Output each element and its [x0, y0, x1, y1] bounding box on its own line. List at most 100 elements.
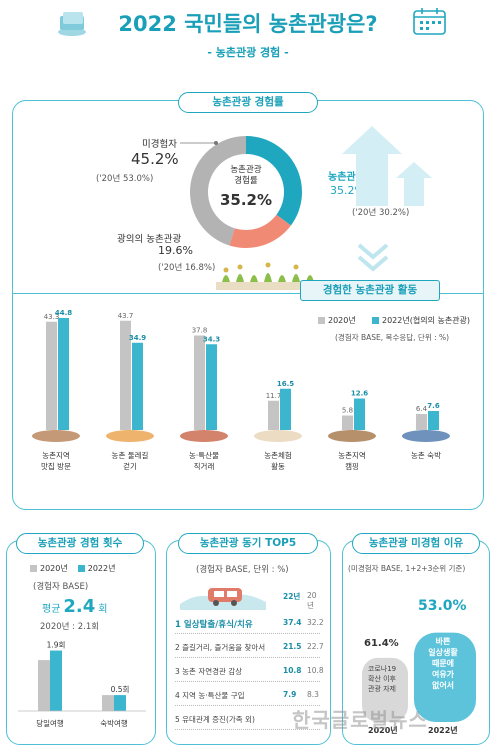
avg-prefix: 평균 — [42, 604, 61, 615]
count-legend-2022: 2022년 — [87, 564, 116, 573]
motive-base: (경험자 BASE, 단위 : %) — [196, 565, 289, 575]
reason-2022-text: 바쁜 일상생활 때문에 여유가 없어서 — [428, 637, 458, 690]
col-22: 22년 — [283, 592, 301, 601]
count-category-label: 숙박여행 — [100, 718, 128, 728]
bar-2022 — [428, 411, 439, 430]
bar-value-label: 7.6 — [427, 402, 440, 410]
motive-row: 1 일상탈출/휴식/치유 37.4 32.2 — [175, 616, 324, 634]
reason-bar-chart — [362, 632, 476, 722]
bar-value-label: 5.8 — [342, 407, 353, 415]
motive-value-22: 7.9 — [283, 690, 297, 699]
motive-row: 2 즐길거리, 즐거움을 찾아서 21.5 22.7 — [175, 640, 324, 658]
category-label: 직거래 — [194, 461, 215, 471]
category-label: 농촌지역 — [42, 450, 70, 460]
reason-bar-2022년 — [414, 632, 476, 722]
reason-cat-2022: 2022년 — [428, 726, 458, 735]
chevron-down-icon — [357, 243, 389, 272]
category-label: 캠핑 — [345, 461, 359, 471]
avg-unit: 회 — [98, 604, 108, 615]
reason-2020-text: 코로나19 확산 이후 관광 자제 — [367, 665, 397, 693]
motive-header: 22년 20년 — [175, 591, 320, 610]
bar-value-label: 44.8 — [55, 309, 72, 317]
motive-label: 5 유대관계 증진(가족 외) — [175, 715, 255, 724]
non-experience-label: 미경험자 — [142, 139, 177, 150]
category-label: 농촌 숙박 — [411, 450, 441, 460]
bar-value-label: 43.7 — [118, 312, 134, 320]
category-label: 농촌 둘레길 — [112, 451, 149, 460]
legend-swatch-teal — [77, 565, 85, 572]
activity-illustration — [254, 430, 302, 442]
legend-swatch-gray — [318, 317, 325, 324]
bar-value-label: 16.5 — [277, 380, 294, 388]
motive-value-22: 10.8 — [283, 666, 302, 675]
count-bar-2020 — [38, 660, 50, 711]
bar-value-label: 6.4 — [416, 405, 428, 413]
bar-2022 — [280, 388, 291, 430]
motive-value-20: 10.8 — [307, 666, 324, 675]
bar-2020 — [268, 400, 279, 430]
motive-value-20: 8.3 — [307, 690, 319, 699]
bar-2020 — [416, 414, 427, 430]
legend-2022: 2022년(협의의 농촌관광) — [372, 315, 470, 326]
legend-2022-label: 2022년(협의의 농촌관광) — [382, 316, 471, 325]
bar-2022 — [58, 318, 69, 430]
bar-2022 — [354, 398, 365, 430]
bar-2020 — [46, 321, 57, 430]
reason-bar-2020년 — [362, 657, 408, 722]
category-label: 농·특산물 — [189, 450, 219, 460]
count-bar-2022 — [114, 695, 126, 711]
broad-prev: ('20년 16.8%) — [158, 263, 216, 273]
broad-label: 광의의 농촌관광 — [117, 234, 182, 245]
motive-label: 2 즐길거리, 즐거움을 찾아서 — [175, 643, 266, 652]
donut-center-value: 35.2% — [219, 191, 273, 209]
up-arrow-icon — [342, 126, 432, 206]
motive-row: 3 농촌 자연경관 감상 10.8 10.8 — [175, 664, 324, 682]
avg-value: 2.4 — [63, 596, 96, 617]
experience-rate-pill: 농촌관광 경험률 — [178, 92, 318, 113]
bar-value-label: 43.3 — [44, 313, 60, 321]
activity-banner: 경험한 농촌관광 활동 — [300, 280, 440, 301]
bar-value-label: 11.7 — [266, 392, 282, 400]
count-base: (경험자 BASE) — [33, 582, 89, 592]
donut-center-label: 농촌관광 경험률 — [230, 165, 262, 186]
bar-2022 — [206, 344, 217, 430]
section-divider — [12, 293, 484, 294]
motive-row: 5 유대관계 증진(가족 외) — [175, 712, 320, 730]
non-experience-prev: ('20년 53.0%) — [96, 174, 154, 184]
activity-illustration — [402, 430, 450, 442]
motive-row: 4 지역 농·특산물 구입 7.9 8.3 — [175, 688, 320, 706]
legend-2020: 2020년 — [318, 315, 356, 326]
category-label: 농촌체험 — [264, 450, 292, 460]
count-pill: 농촌관광 경험 횟수 — [16, 533, 144, 554]
count-legend: 2020년 2022년 — [30, 563, 115, 574]
activity-base-note: (경험자 BASE, 복수응답, 단위 : %) — [335, 333, 450, 342]
count-category-label: 당일여행 — [36, 718, 64, 728]
calendar-icon — [412, 6, 448, 36]
reason-base: (미경험자 BASE, 1+2+3순위 기준) — [348, 564, 466, 573]
activity-illustration — [180, 430, 228, 442]
category-label: 농촌지역 — [338, 450, 366, 460]
count-bar-2020 — [102, 695, 114, 711]
money-stack-icon — [54, 8, 90, 38]
motive-value-20: 32.2 — [307, 618, 324, 627]
watermark: 한국글로벌뉴스 — [292, 708, 428, 732]
category-label: 걷기 — [123, 461, 137, 471]
bar-2022 — [132, 342, 143, 430]
bar-value-label: 34.9 — [129, 334, 146, 342]
page-title: 2022 국민들의 농촌관광은? — [118, 12, 378, 36]
legend-swatch-gray — [30, 565, 37, 572]
non-leader-line — [180, 141, 218, 145]
experience-donut-chart — [189, 136, 302, 248]
car-illustration — [180, 588, 266, 610]
motive-value-22: 37.4 — [283, 618, 302, 627]
category-label: 맛집 방문 — [41, 461, 71, 471]
reason-cat-2020: 2020년 — [368, 726, 398, 735]
motive-value-20: 22.7 — [307, 642, 324, 651]
page-subtitle: - 농촌관광 경험 - — [207, 46, 289, 59]
reason-2020-value: 61.4% — [364, 638, 399, 649]
bar-value-label: 12.6 — [351, 390, 368, 398]
activity-illustration — [328, 430, 376, 442]
category-label: 활동 — [271, 461, 285, 471]
